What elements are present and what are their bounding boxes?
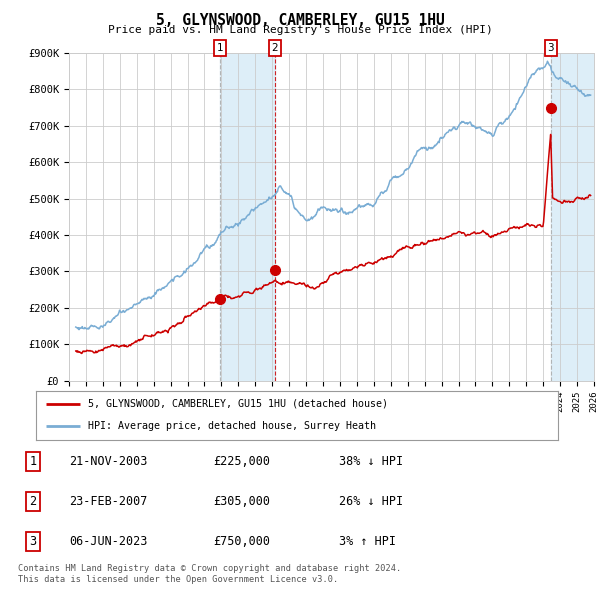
Text: 2: 2 <box>271 43 278 53</box>
Text: £305,000: £305,000 <box>213 495 270 508</box>
Text: Contains HM Land Registry data © Crown copyright and database right 2024.: Contains HM Land Registry data © Crown c… <box>18 565 401 573</box>
Text: This data is licensed under the Open Government Licence v3.0.: This data is licensed under the Open Gov… <box>18 575 338 584</box>
Text: 26% ↓ HPI: 26% ↓ HPI <box>339 495 403 508</box>
Text: 1: 1 <box>217 43 223 53</box>
Text: 3: 3 <box>29 535 37 548</box>
Text: 38% ↓ HPI: 38% ↓ HPI <box>339 455 403 468</box>
Text: £750,000: £750,000 <box>213 535 270 548</box>
Text: Price paid vs. HM Land Registry's House Price Index (HPI): Price paid vs. HM Land Registry's House … <box>107 25 493 35</box>
Text: 5, GLYNSWOOD, CAMBERLEY, GU15 1HU (detached house): 5, GLYNSWOOD, CAMBERLEY, GU15 1HU (detac… <box>88 399 388 409</box>
Text: 1: 1 <box>29 455 37 468</box>
Text: 2: 2 <box>29 495 37 508</box>
Text: £225,000: £225,000 <box>213 455 270 468</box>
Text: 21-NOV-2003: 21-NOV-2003 <box>69 455 148 468</box>
Bar <box>220 53 275 381</box>
Text: 06-JUN-2023: 06-JUN-2023 <box>69 535 148 548</box>
Text: 3% ↑ HPI: 3% ↑ HPI <box>339 535 396 548</box>
Text: 23-FEB-2007: 23-FEB-2007 <box>69 495 148 508</box>
Bar <box>551 53 594 381</box>
Text: HPI: Average price, detached house, Surrey Heath: HPI: Average price, detached house, Surr… <box>88 421 376 431</box>
Text: 3: 3 <box>547 43 554 53</box>
Text: 5, GLYNSWOOD, CAMBERLEY, GU15 1HU: 5, GLYNSWOOD, CAMBERLEY, GU15 1HU <box>155 13 445 28</box>
